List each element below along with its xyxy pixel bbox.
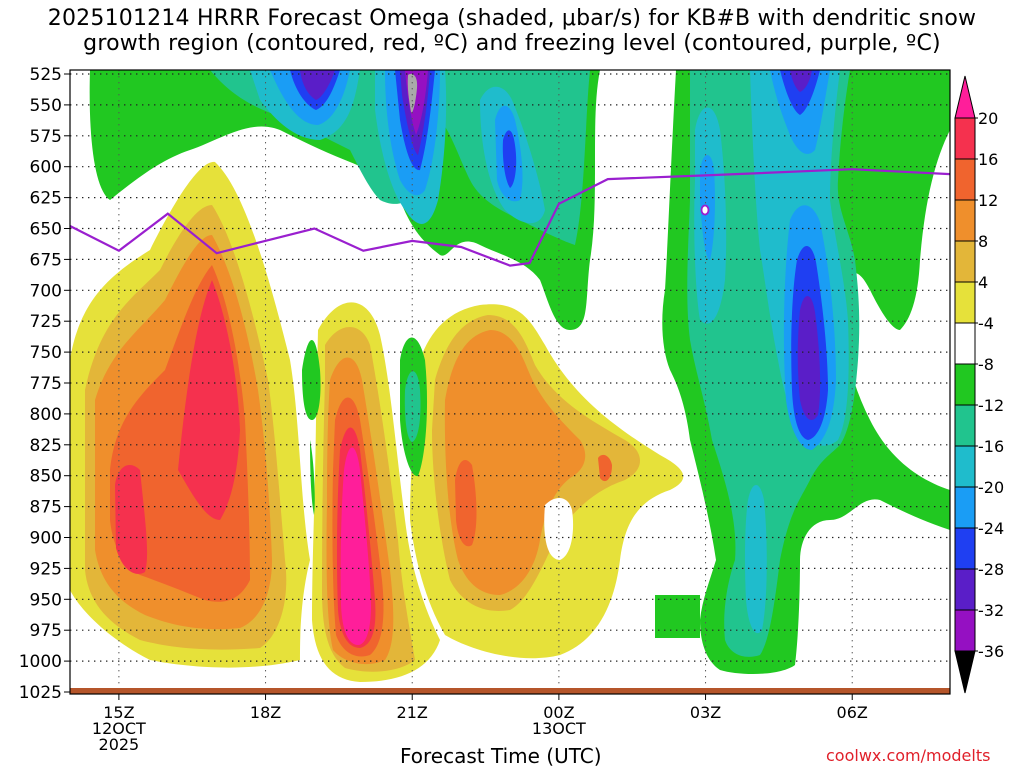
ground-strip — [70, 688, 950, 694]
y-tick-label: 625 — [30, 189, 62, 209]
colorbar-segment — [954, 158, 976, 201]
colorbar-segment — [954, 199, 976, 242]
colorbar-label: 12 — [978, 191, 998, 210]
colorbar-label: -36 — [978, 642, 1004, 661]
y-tick-label: 925 — [30, 559, 62, 579]
y-tick-label: 550 — [30, 96, 62, 116]
y-tick-label: 900 — [30, 529, 62, 549]
x-tick-label: 12OCT — [92, 719, 146, 738]
x-tick-label: 21Z — [397, 703, 428, 722]
colorbar-label: 8 — [978, 232, 988, 251]
y-tick-label: 725 — [30, 312, 62, 332]
colorbar-top-triangle — [954, 75, 976, 119]
colorbar-bottom-triangle — [954, 650, 976, 694]
y-tick-label: 525 — [30, 65, 62, 85]
x-tick-label: 03Z — [690, 703, 721, 722]
x-tick-label: 06Z — [837, 703, 868, 722]
x-tick-label: 18Z — [250, 703, 281, 722]
y-tick-label: 800 — [30, 405, 62, 425]
y-tick-label: 875 — [30, 498, 62, 518]
y-tick-label: 700 — [30, 281, 62, 301]
colorbar-segment — [954, 322, 976, 365]
freezing-level-label — [700, 204, 710, 216]
chart-title-line1: 2025101214 HRRR Forecast Omega (shaded, … — [47, 6, 977, 31]
omega-level-neg20 — [270, 70, 523, 202]
colorbar-label: 4 — [978, 273, 988, 292]
y-tick-label: 675 — [30, 250, 62, 270]
x-tick-label: 00Z — [543, 703, 574, 722]
colorbar-segment — [954, 568, 976, 611]
omega-level-neg8 — [655, 595, 700, 638]
y-tick-label: 775 — [30, 374, 62, 394]
omega-level-12 — [444, 330, 586, 595]
colorbar-label: -8 — [978, 355, 994, 374]
colorbar-segment — [954, 363, 976, 406]
colorbar: 20 16 12 8 4 -4 -8 -12 -16 -20 -24 -28 -32 -36 — [954, 75, 1004, 694]
colorbar-label: 20 — [978, 109, 998, 128]
colorbar-segment — [954, 486, 976, 529]
omega-level-20 — [115, 280, 240, 574]
chart-title: 2025101214 HRRR Forecast Omega (shaded, … — [0, 6, 1024, 56]
freezing-level-line — [70, 168, 950, 267]
y-tick-label: 950 — [30, 590, 62, 610]
chart-title-line2: growth region (contoured, red, ºC) and f… — [83, 31, 941, 56]
omega-level-neg16 — [744, 485, 767, 634]
credit-text: coolwx.com/modelts — [826, 746, 991, 765]
colorbar-label: 16 — [978, 150, 998, 169]
colorbar-segment — [954, 117, 976, 160]
omega-shading — [70, 70, 950, 682]
omega-level-neg24 — [290, 70, 517, 188]
y-tick-label: 1025 — [19, 683, 62, 703]
plot-area — [70, 70, 950, 694]
x-tick-label: 13OCT — [532, 719, 586, 738]
omega-level-neg28 — [790, 70, 821, 420]
colorbar-segment — [954, 527, 976, 570]
colorbar-label: -12 — [978, 396, 1004, 415]
omega-level-4-hole — [544, 498, 574, 560]
y-tick-label: 975 — [30, 621, 62, 641]
y-tick-label: 1000 — [19, 652, 62, 672]
y-tick-label: 750 — [30, 343, 62, 363]
colorbar-segment — [954, 404, 976, 447]
x-tick-label: 15Z — [103, 703, 134, 722]
omega-level-neg36 — [407, 73, 418, 113]
omega-level-24 — [340, 447, 371, 645]
y-tick-label: 825 — [30, 436, 62, 456]
omega-level-neg8 — [302, 337, 428, 515]
colorbar-label: -20 — [978, 478, 1004, 497]
colorbar-label: -28 — [978, 560, 1004, 579]
colorbar-label: -32 — [978, 601, 1004, 620]
colorbar-label: -4 — [978, 314, 994, 333]
y-axis: 525 550 575 600 625 650 675 700 725 750 775 800 825 8… — [19, 65, 70, 703]
y-tick-label: 850 — [30, 467, 62, 487]
colorbar-segment — [954, 281, 976, 324]
grid — [70, 70, 950, 694]
colorbar-segment — [954, 240, 976, 283]
omega-level-16 — [455, 454, 612, 547]
colorbar-label: -16 — [978, 437, 1004, 456]
plot-frame — [69, 69, 951, 695]
y-tick-label: 575 — [30, 127, 62, 147]
y-tick-label: 600 — [30, 158, 62, 178]
x-tick-label: 2025 — [99, 735, 140, 754]
colorbar-segment — [954, 445, 976, 488]
colorbar-segment — [954, 609, 976, 652]
colorbar-label: -24 — [978, 519, 1004, 538]
y-tick-label: 650 — [30, 220, 62, 240]
x-axis-label: Forecast Time (UTC) — [400, 744, 602, 768]
